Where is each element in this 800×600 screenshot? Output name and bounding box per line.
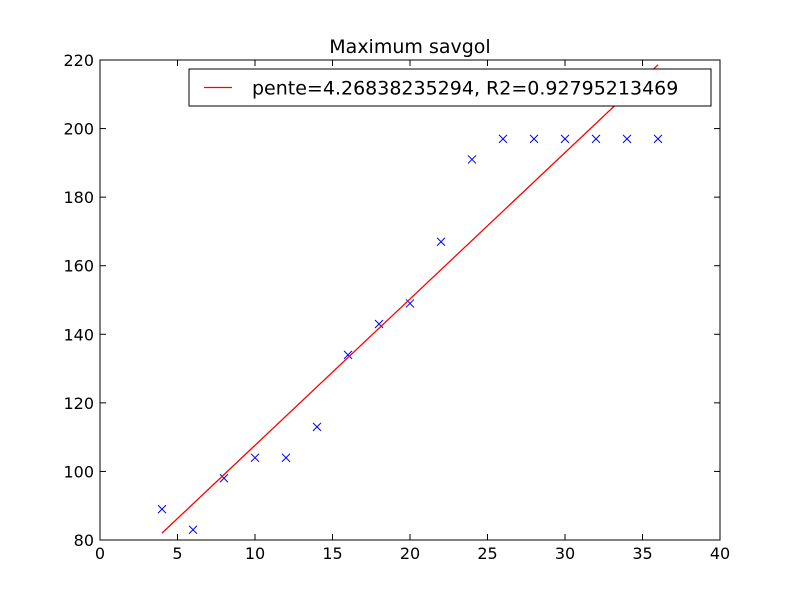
y-tick-label: 160 [63,257,94,276]
y-tick-label: 220 [63,51,94,70]
scatter-point [374,319,384,329]
x-tick-label: 40 [710,544,730,563]
scatter-point [343,350,353,360]
x-tick-label: 0 [95,544,105,563]
x-tick-label: 30 [555,544,575,563]
y-tick-label: 140 [63,325,94,344]
x-tick-label: 35 [632,544,652,563]
legend: pente=4.26838235294, R2=0.92795213469 [188,68,712,107]
y-axis: 80 100 120 140 160 180 200 220 [63,51,720,550]
scatter-point [281,453,291,463]
x-tick-label: 15 [322,544,342,563]
legend-box [188,68,712,107]
data-layer [157,64,663,535]
scatter-point [250,453,260,463]
x-tick-label: 10 [245,544,265,563]
scatter-point [157,504,167,514]
y-tick-label: 120 [63,394,94,413]
x-tick-label: 20 [400,544,420,563]
regression-line [161,64,659,534]
scatter-point [560,134,570,144]
scatter-point [312,422,322,432]
scatter-point [653,134,663,144]
y-tick-label: 180 [63,188,94,207]
scatter-point [622,134,632,144]
y-tick-label: 200 [63,120,94,139]
y-tick-label: 80 [74,531,94,550]
chart-title: Maximum savgol [329,36,490,58]
x-tick-label: 5 [172,544,182,563]
scatter-point [188,525,198,535]
plot-area: 0 5 10 15 20 25 30 35 40 80 100 120 140 160 180 200 220 [63,51,730,563]
legend-label: pente=4.26838235294, R2=0.92795213469 [252,78,678,100]
x-axis: 0 5 10 15 20 25 30 35 40 [95,60,730,563]
scatter-point [529,134,539,144]
scatter-point [591,134,601,144]
y-tick-label: 100 [63,462,94,481]
scatter-point [498,134,508,144]
scatter-point [219,473,229,483]
scatter-point [467,155,477,164]
x-tick-label: 25 [477,544,497,563]
scatter-point [436,237,446,247]
scatter-series [157,134,663,535]
